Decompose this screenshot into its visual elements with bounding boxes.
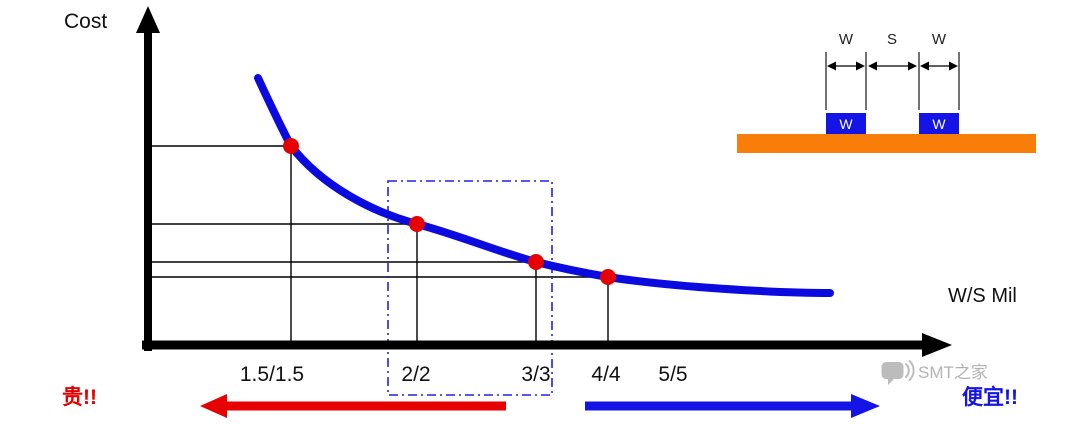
dimension-arrow-s <box>868 61 917 71</box>
y-axis-label: Cost <box>64 10 107 33</box>
tick-1.5-1.5: 1.5/1.5 <box>240 363 304 386</box>
x-axis <box>142 333 952 357</box>
trace-right <box>919 113 959 134</box>
cheap-direction-arrow <box>585 394 880 418</box>
right-arrowhead <box>851 394 880 418</box>
trace-right-label: W <box>932 116 946 132</box>
trace-left <box>826 113 866 134</box>
highlight-region-box <box>387 180 553 396</box>
tick-4-4: 4/4 <box>591 363 621 386</box>
y-axis-arrowhead <box>136 6 160 33</box>
expensive-label: 贵!! <box>62 386 97 409</box>
y-axis <box>136 6 160 351</box>
point-1.5-1.5 <box>283 138 299 154</box>
reference-lines <box>150 145 609 342</box>
x-tick-labels: 1.5/1.5 2/2 3/3 4/4 5/5 <box>240 363 688 386</box>
left-arrowhead <box>200 394 227 418</box>
dimension-extension-lines <box>825 52 960 110</box>
data-points <box>283 138 616 285</box>
trace-left-label: W <box>839 116 853 132</box>
dimension-arrow-w-right <box>920 61 958 71</box>
tick-2-2: 2/2 <box>401 363 430 386</box>
dimension-labels: W S W <box>839 31 947 48</box>
x-axis-arrowhead <box>922 333 952 357</box>
cost-curve <box>254 74 834 297</box>
point-3-3 <box>528 254 544 270</box>
pcb-substrate <box>737 134 1036 153</box>
watermark-text: SMT之家 <box>918 363 988 382</box>
dim-label-s: S <box>887 31 897 48</box>
trace-cross-section-inset: W W <box>737 31 1036 153</box>
point-4-4 <box>600 269 616 285</box>
tick-5-5: 5/5 <box>658 363 687 386</box>
tick-3-3: 3/3 <box>521 363 550 386</box>
dimension-arrow-w-left <box>827 61 865 71</box>
expensive-direction-arrow <box>200 394 506 418</box>
smt-home-logo-icon <box>881 360 915 385</box>
cheap-label: 便宜!! <box>962 385 1018 409</box>
point-2-2 <box>409 216 425 232</box>
x-axis-label: W/S Mil <box>948 285 1017 307</box>
dim-label-w-right: W <box>932 31 947 48</box>
dim-label-w-left: W <box>839 31 854 48</box>
watermark: SMT之家 <box>881 360 988 385</box>
